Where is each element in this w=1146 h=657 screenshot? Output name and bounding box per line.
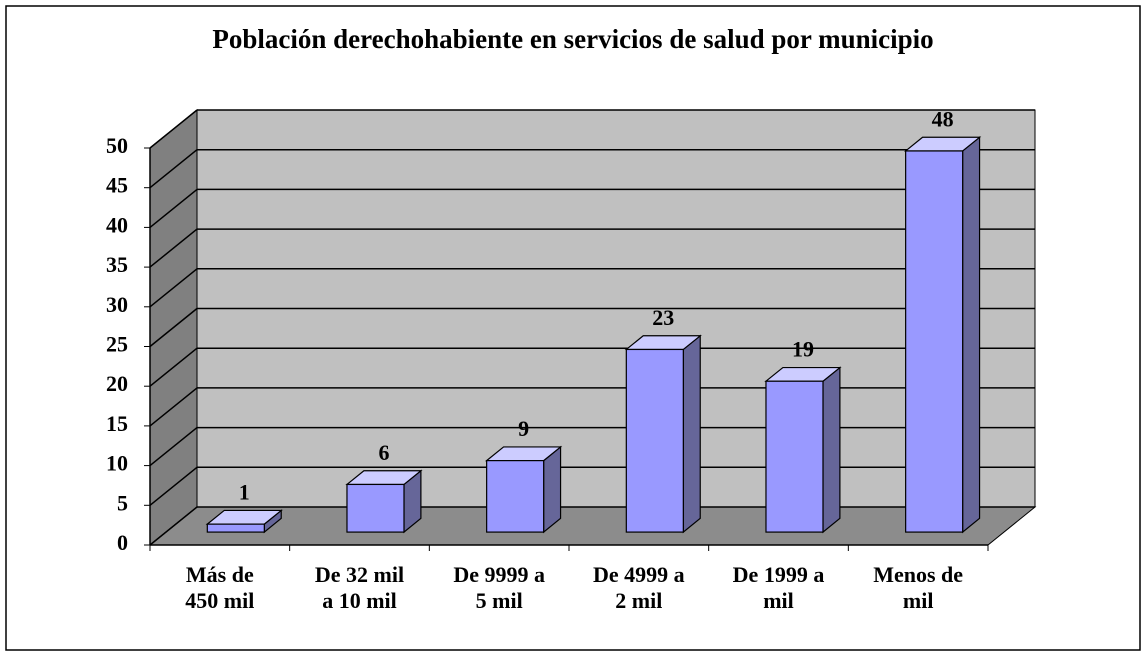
y-tick-label: 0 [117, 530, 128, 555]
bar [765, 380, 824, 533]
chart-title: Población derechohabiente en servicios d… [212, 24, 933, 54]
x-tick-label: Menos de mil [873, 562, 964, 613]
grid-line [149, 506, 198, 546]
y-tick-label: 10 [106, 451, 128, 476]
grid-line [149, 387, 198, 427]
x-tick-label: De 9999 a 5 mil [453, 562, 545, 613]
x-tick-label: De 4999 a 2 mil [593, 562, 685, 613]
y-tick-label: 30 [106, 292, 128, 317]
grid-line [149, 188, 198, 228]
value-label: 9 [518, 416, 529, 441]
y-tick-label: 45 [106, 173, 128, 198]
bar [346, 483, 405, 533]
y-tick-label: 25 [106, 332, 128, 357]
y-tick-label: 20 [106, 371, 128, 396]
value-label: 19 [792, 337, 814, 362]
y-tick-label: 35 [106, 252, 128, 277]
grid-line [149, 149, 198, 189]
value-label: 48 [932, 106, 954, 131]
floor [148, 506, 1037, 546]
y-tick-label: 15 [106, 411, 128, 436]
grid-line [149, 109, 198, 149]
value-label: 23 [652, 305, 674, 330]
bar [905, 150, 964, 533]
y-tick-label: 40 [106, 212, 128, 237]
grid-line [149, 427, 198, 467]
grid-line [149, 307, 198, 348]
bar-side [543, 445, 562, 534]
bar-side [822, 366, 841, 534]
bar-side [682, 334, 701, 534]
x-tick-label: Más de 450 mil [185, 562, 255, 613]
grid-line [149, 268, 198, 308]
value-label: 1 [239, 480, 250, 505]
x-tick-label: De 1999 a mil [732, 562, 825, 613]
y-tick-label: 50 [106, 133, 128, 158]
grid-line [149, 347, 198, 387]
grid-line [149, 466, 198, 506]
bar-side [962, 136, 981, 534]
value-label: 6 [378, 440, 389, 465]
bar [206, 523, 265, 533]
bar [625, 348, 684, 533]
grid-line [149, 228, 198, 268]
bar [486, 460, 545, 533]
y-tick-label: 5 [117, 490, 128, 515]
x-tick-label: De 32 mil a 10 mil [314, 562, 405, 613]
